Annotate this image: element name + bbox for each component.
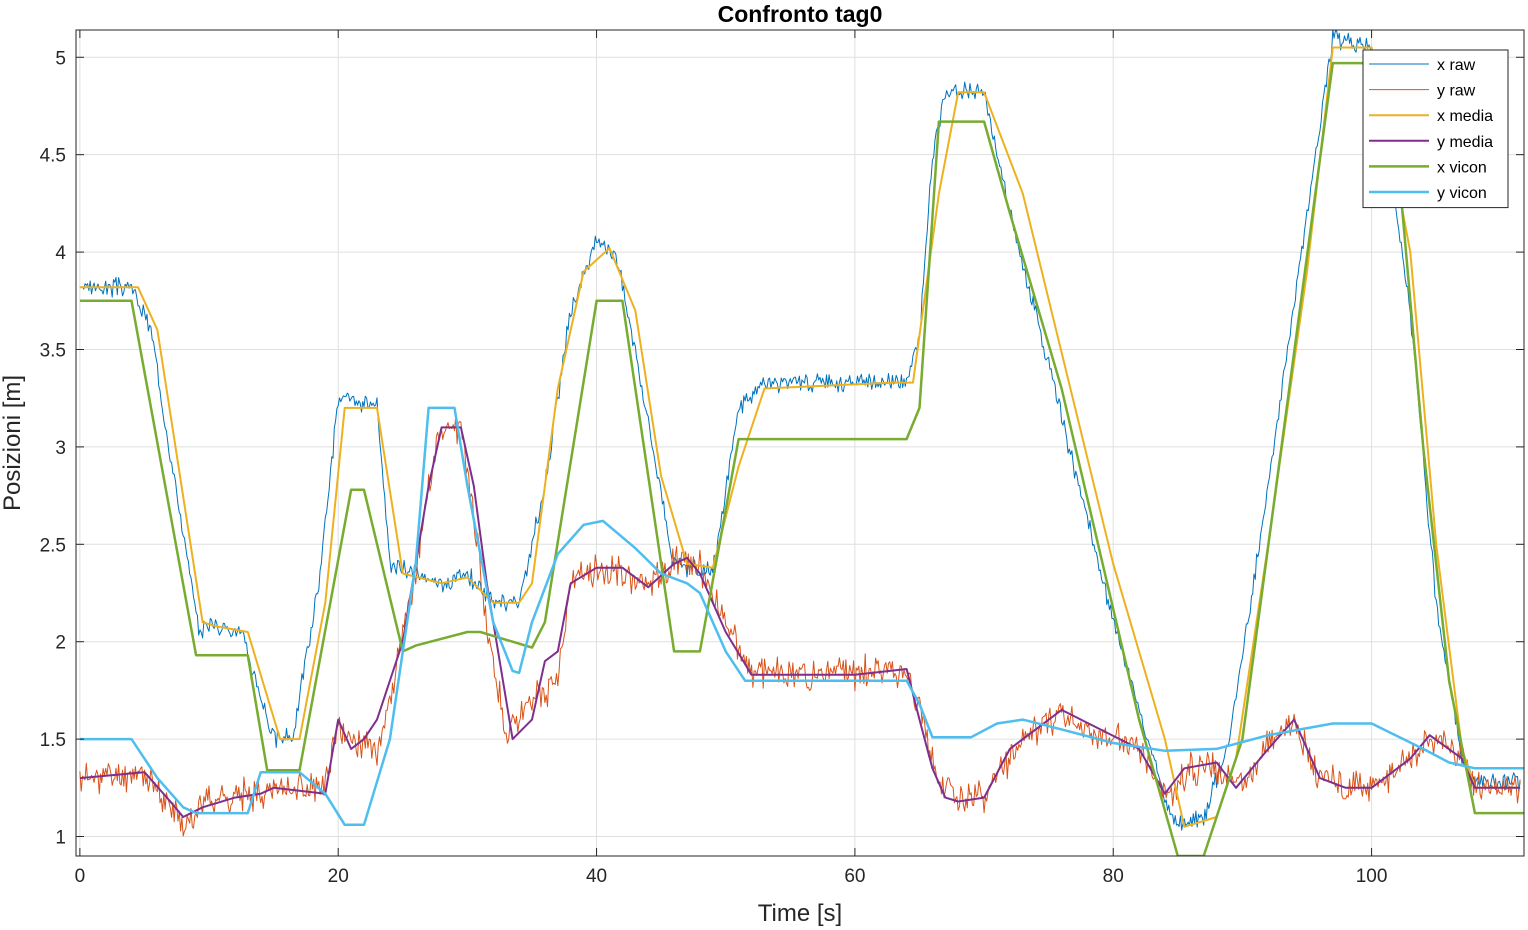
ticks: 0 20 40 60 80 100 1 1.5 2 2.5 3 3.5 4 4.5 5	[40, 30, 1524, 887]
legend-label: x vicon	[1437, 159, 1487, 176]
y-tick-label: 3	[55, 438, 66, 459]
x-axis-label: Time [s]	[758, 900, 842, 927]
y-tick-label: 4.5	[40, 146, 66, 167]
series-line-x-raw	[79, 30, 1521, 831]
series-line-y-vicon	[79, 406, 1524, 827]
y-tick-label: 3.5	[40, 340, 66, 361]
legend-label: y media	[1437, 134, 1493, 151]
x-tick-label: 20	[328, 866, 349, 887]
x-tick-label: 100	[1356, 866, 1388, 887]
y-tick-label: 2.5	[40, 535, 66, 556]
y-tick-label: 5	[55, 48, 66, 69]
y-tick-label: 2	[55, 633, 66, 654]
y-axis-label: Posizioni [m]	[0, 375, 26, 511]
legend: x raw y raw x media y media x vicon y vicon	[1362, 49, 1509, 209]
x-tick-label: 0	[75, 866, 86, 887]
legend-label: y raw	[1437, 83, 1476, 100]
x-tick-label: 80	[1103, 866, 1124, 887]
chart-title: Confronto tag0	[718, 1, 883, 27]
x-tick-label: 60	[844, 866, 865, 887]
legend-label: y vicon	[1437, 185, 1487, 202]
plot-area	[76, 30, 1524, 856]
y-tick-label: 4	[55, 243, 66, 264]
legend-label: x raw	[1437, 57, 1476, 74]
y-tick-label: 1	[55, 828, 66, 849]
plot-frame	[75, 29, 1525, 857]
series-line-y-media	[79, 426, 1521, 818]
series-line-x-vicon	[79, 61, 1524, 856]
legend-box	[1362, 49, 1509, 209]
legend-label: x media	[1437, 108, 1493, 125]
series-lines	[79, 30, 1524, 856]
y-tick-label: 1.5	[40, 730, 66, 751]
x-tick-label: 40	[586, 866, 607, 887]
